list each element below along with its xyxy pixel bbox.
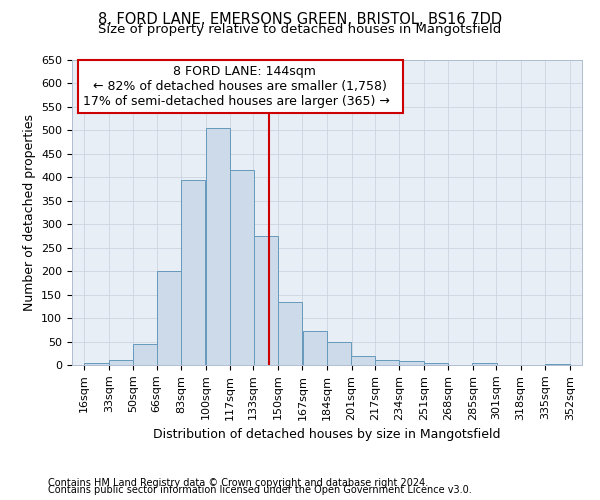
Bar <box>133 344 157 365</box>
Bar <box>181 180 205 365</box>
Bar <box>206 128 230 365</box>
Bar <box>545 364 569 365</box>
Bar <box>472 362 497 365</box>
Bar <box>424 362 448 365</box>
Text: Contains public sector information licensed under the Open Government Licence v3: Contains public sector information licen… <box>48 485 472 495</box>
Bar <box>85 362 109 365</box>
Bar <box>375 360 399 365</box>
Bar <box>254 236 278 365</box>
Bar <box>109 360 133 365</box>
Bar <box>278 302 302 365</box>
Bar <box>230 170 254 365</box>
Bar <box>327 342 352 365</box>
Bar <box>400 361 424 365</box>
Bar <box>157 271 181 365</box>
Text: 8, FORD LANE, EMERSONS GREEN, BRISTOL, BS16 7DD: 8, FORD LANE, EMERSONS GREEN, BRISTOL, B… <box>98 12 502 28</box>
Text: Contains HM Land Registry data © Crown copyright and database right 2024.: Contains HM Land Registry data © Crown c… <box>48 478 428 488</box>
Bar <box>351 356 375 365</box>
Y-axis label: Number of detached properties: Number of detached properties <box>23 114 35 311</box>
X-axis label: Distribution of detached houses by size in Mangotsfield: Distribution of detached houses by size … <box>153 428 501 441</box>
Text: Size of property relative to detached houses in Mangotsfield: Size of property relative to detached ho… <box>98 22 502 36</box>
Text: 8 FORD LANE: 144sqm
← 82% of detached houses are smaller (1,758)
17% of semi-det: 8 FORD LANE: 144sqm ← 82% of detached ho… <box>83 64 398 108</box>
Bar <box>302 331 327 365</box>
